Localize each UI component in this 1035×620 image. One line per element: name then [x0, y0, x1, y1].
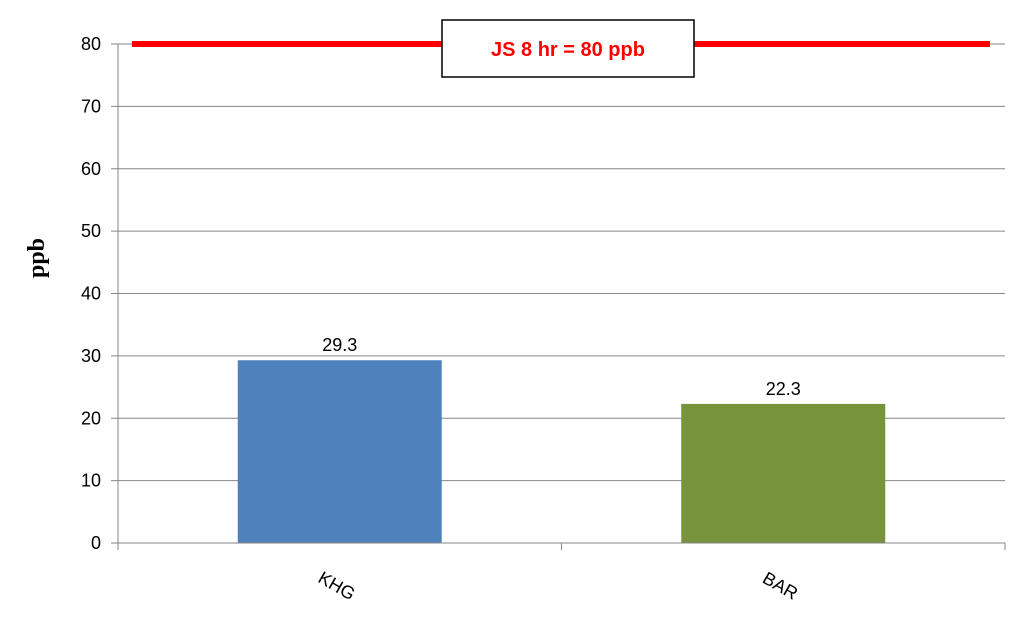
- reference-label-box: [441, 19, 695, 78]
- data-label: 29.3: [322, 335, 357, 355]
- y-tick-label: 80: [81, 34, 101, 54]
- bars: 29.3 22.3: [237, 335, 886, 543]
- x-axis: KHG BAR: [117, 542, 1006, 604]
- reference-line-group: JS 8 hr = 80 ppb: [132, 19, 990, 78]
- y-tick-label: 50: [81, 221, 101, 241]
- data-label: 22.3: [766, 379, 801, 399]
- reference-label: JS 8 hr = 80 ppb: [491, 39, 645, 61]
- y-tick-label: 30: [81, 346, 101, 366]
- y-axis-ticks: 0 10 20 30 40 50 60 70 80: [81, 34, 119, 553]
- y-tick-label: 20: [81, 408, 101, 428]
- y-tick-label: 70: [81, 96, 101, 116]
- y-axis-label: ppb: [24, 238, 50, 278]
- bar-bar: [681, 403, 886, 543]
- y-tick-label: 10: [81, 471, 101, 491]
- y-tick-label: 40: [81, 284, 101, 304]
- y-tick-label: 60: [81, 159, 101, 179]
- bar-khg: [237, 360, 442, 543]
- x-tick-label: BAR: [759, 568, 801, 604]
- x-tick-label: KHG: [315, 567, 359, 604]
- y-tick-label: 0: [91, 533, 101, 553]
